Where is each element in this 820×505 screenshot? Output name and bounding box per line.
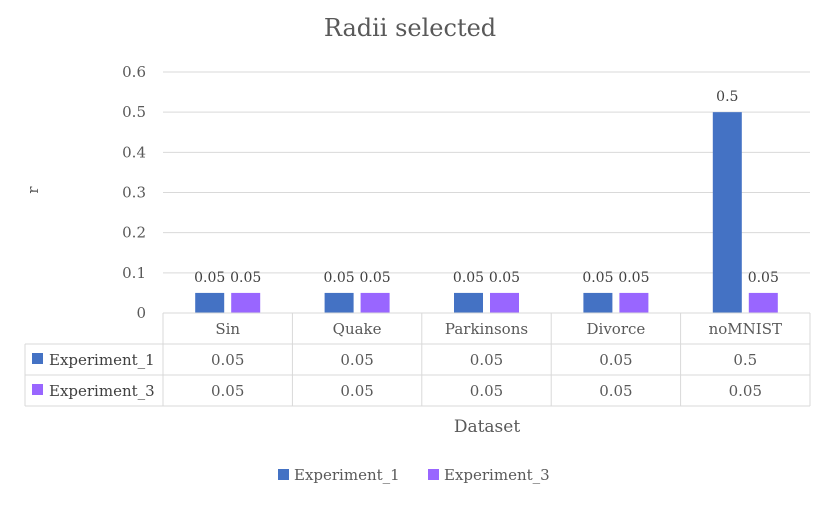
table-cell-value: 0.5 — [733, 351, 757, 369]
legend-label: Experiment_3 — [444, 466, 550, 484]
legend-swatch — [278, 469, 289, 480]
bar — [583, 292, 613, 313]
bar — [195, 292, 225, 313]
data-label: 0.05 — [489, 270, 520, 286]
table-cell-value: 0.05 — [470, 351, 503, 369]
table-cell-value: 0.05 — [599, 382, 632, 400]
y-tick-label: 0.3 — [122, 184, 146, 202]
x-tick-label: Divorce — [587, 320, 646, 338]
y-tick-label: 0.4 — [122, 143, 146, 161]
table-cell-value: 0.05 — [211, 382, 244, 400]
bar — [619, 292, 649, 313]
bar — [231, 292, 261, 313]
data-label: 0.05 — [748, 270, 779, 286]
x-tick-label: Quake — [333, 320, 382, 338]
data-label: 0.05 — [618, 270, 649, 286]
data-label: 0.05 — [582, 270, 613, 286]
bar — [748, 292, 778, 313]
table-cell-value: 0.05 — [211, 351, 244, 369]
y-axis-label: r — [24, 186, 42, 194]
bar — [360, 292, 390, 313]
data-label: 0.05 — [453, 270, 484, 286]
x-tick-label: noMNIST — [709, 320, 782, 338]
table-cell-value: 0.05 — [470, 382, 503, 400]
bar — [454, 292, 483, 313]
x-tick-label: Parkinsons — [445, 320, 528, 338]
x-axis-label: Dataset — [454, 417, 521, 437]
data-label: 0.05 — [230, 270, 261, 286]
table-cell-value: 0.05 — [599, 351, 632, 369]
bar — [490, 292, 519, 313]
data-label: 0.05 — [324, 270, 355, 286]
legend-swatch — [428, 469, 439, 480]
table-cell-value: 0.05 — [729, 382, 762, 400]
y-tick-label: 0.2 — [122, 224, 146, 242]
data-label: 0.5 — [716, 89, 738, 105]
chart-title: Radii selected — [323, 14, 497, 42]
legend-key-swatch — [32, 353, 43, 364]
table-series-name: Experiment_3 — [49, 382, 155, 400]
y-tick-label: 0.6 — [122, 63, 146, 81]
legend-label: Experiment_1 — [294, 466, 400, 484]
table-cell-value: 0.05 — [340, 382, 373, 400]
table-series-name: Experiment_1 — [49, 351, 155, 369]
bar — [324, 292, 354, 313]
y-tick-label: 0.1 — [122, 264, 146, 282]
x-tick-label: Sin — [215, 320, 240, 338]
data-label: 0.05 — [194, 270, 225, 286]
legend-key-swatch — [32, 384, 43, 395]
table-cell-value: 0.05 — [340, 351, 373, 369]
y-tick-label: 0 — [136, 304, 146, 322]
y-tick-label: 0.5 — [122, 103, 146, 121]
data-label: 0.05 — [360, 270, 391, 286]
bar — [712, 112, 742, 314]
